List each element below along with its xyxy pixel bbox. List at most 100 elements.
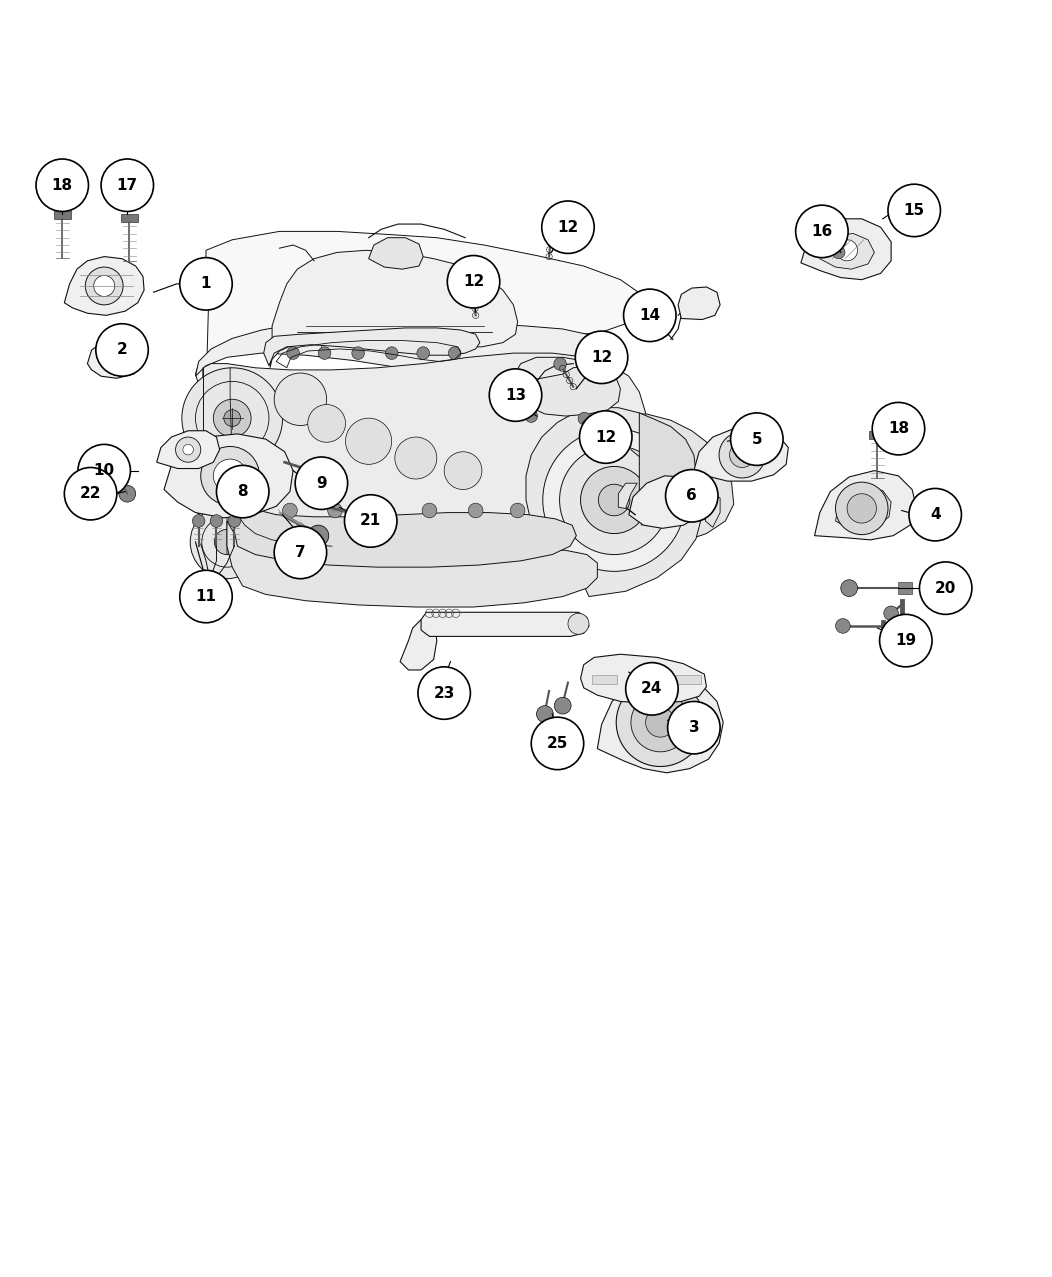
Polygon shape bbox=[368, 238, 423, 269]
Polygon shape bbox=[898, 582, 912, 594]
Circle shape bbox=[542, 200, 594, 253]
Circle shape bbox=[646, 707, 675, 737]
Polygon shape bbox=[629, 476, 705, 529]
Circle shape bbox=[631, 693, 690, 752]
Circle shape bbox=[275, 373, 327, 425]
Polygon shape bbox=[642, 414, 733, 547]
Text: 13: 13 bbox=[505, 388, 526, 402]
Polygon shape bbox=[157, 430, 220, 469]
Circle shape bbox=[879, 614, 932, 667]
Polygon shape bbox=[638, 676, 663, 683]
Circle shape bbox=[581, 466, 648, 534]
Polygon shape bbox=[814, 471, 916, 540]
Circle shape bbox=[795, 206, 848, 258]
Text: 15: 15 bbox=[904, 203, 925, 218]
Circle shape bbox=[543, 429, 686, 571]
Circle shape bbox=[888, 184, 940, 236]
Circle shape bbox=[385, 347, 398, 359]
Circle shape bbox=[537, 706, 553, 723]
Circle shape bbox=[119, 485, 136, 502]
Polygon shape bbox=[421, 612, 589, 636]
Circle shape bbox=[919, 562, 972, 614]
Circle shape bbox=[579, 412, 590, 425]
Circle shape bbox=[180, 571, 232, 623]
Circle shape bbox=[344, 494, 397, 548]
Circle shape bbox=[447, 255, 500, 308]
Circle shape bbox=[308, 525, 328, 547]
Polygon shape bbox=[270, 250, 518, 368]
Circle shape bbox=[215, 530, 240, 554]
Circle shape bbox=[213, 469, 242, 498]
Circle shape bbox=[283, 503, 298, 518]
Polygon shape bbox=[694, 429, 788, 481]
Circle shape bbox=[180, 258, 232, 310]
Circle shape bbox=[468, 503, 483, 518]
Circle shape bbox=[545, 225, 558, 236]
Circle shape bbox=[96, 324, 148, 377]
Circle shape bbox=[224, 410, 241, 427]
Text: 12: 12 bbox=[558, 220, 579, 235]
Circle shape bbox=[489, 369, 542, 421]
Circle shape bbox=[835, 618, 850, 633]
Circle shape bbox=[835, 483, 888, 535]
Polygon shape bbox=[235, 497, 576, 567]
Text: 17: 17 bbox=[117, 178, 138, 193]
Circle shape bbox=[102, 346, 127, 370]
Polygon shape bbox=[640, 412, 696, 521]
Polygon shape bbox=[54, 211, 70, 218]
Circle shape bbox=[467, 283, 480, 295]
Circle shape bbox=[36, 160, 88, 212]
Circle shape bbox=[417, 347, 429, 359]
Circle shape bbox=[78, 444, 130, 497]
Polygon shape bbox=[526, 407, 703, 596]
Circle shape bbox=[510, 503, 525, 518]
Polygon shape bbox=[400, 616, 437, 670]
Text: 22: 22 bbox=[80, 487, 101, 501]
Text: 7: 7 bbox=[296, 545, 306, 559]
Circle shape bbox=[394, 437, 437, 479]
Text: 3: 3 bbox=[689, 720, 700, 736]
Circle shape bbox=[347, 506, 368, 526]
Circle shape bbox=[624, 289, 676, 341]
Text: 1: 1 bbox=[201, 276, 211, 291]
Polygon shape bbox=[869, 430, 886, 439]
Circle shape bbox=[575, 331, 628, 383]
Polygon shape bbox=[505, 358, 612, 406]
Text: 5: 5 bbox=[751, 432, 762, 447]
Circle shape bbox=[85, 267, 123, 305]
Polygon shape bbox=[87, 341, 142, 378]
Polygon shape bbox=[121, 213, 138, 222]
Polygon shape bbox=[676, 676, 702, 683]
Polygon shape bbox=[264, 328, 480, 365]
Circle shape bbox=[444, 452, 482, 489]
Circle shape bbox=[327, 503, 342, 518]
Circle shape bbox=[210, 515, 223, 527]
Text: 18: 18 bbox=[888, 421, 909, 437]
Polygon shape bbox=[203, 354, 654, 599]
Text: 24: 24 bbox=[642, 682, 663, 696]
Circle shape bbox=[418, 667, 470, 719]
Text: 21: 21 bbox=[360, 513, 381, 529]
Circle shape bbox=[729, 442, 754, 467]
Circle shape bbox=[217, 465, 269, 518]
Circle shape bbox=[94, 276, 115, 296]
Circle shape bbox=[872, 402, 925, 455]
Polygon shape bbox=[64, 257, 144, 315]
Circle shape bbox=[214, 400, 251, 437]
Circle shape bbox=[319, 347, 330, 359]
Text: 19: 19 bbox=[895, 633, 916, 649]
Circle shape bbox=[720, 432, 765, 478]
Polygon shape bbox=[581, 654, 707, 704]
Polygon shape bbox=[835, 487, 891, 530]
Text: 11: 11 bbox=[196, 589, 217, 604]
Circle shape bbox=[201, 447, 260, 506]
Text: 8: 8 bbox=[238, 484, 248, 499]
Polygon shape bbox=[619, 483, 638, 508]
Circle shape bbox=[626, 663, 679, 715]
Circle shape bbox=[176, 437, 201, 462]
Text: 23: 23 bbox=[433, 686, 454, 701]
Circle shape bbox=[101, 160, 154, 212]
Text: 25: 25 bbox=[547, 736, 568, 751]
Circle shape bbox=[190, 506, 264, 578]
Circle shape bbox=[422, 503, 437, 518]
